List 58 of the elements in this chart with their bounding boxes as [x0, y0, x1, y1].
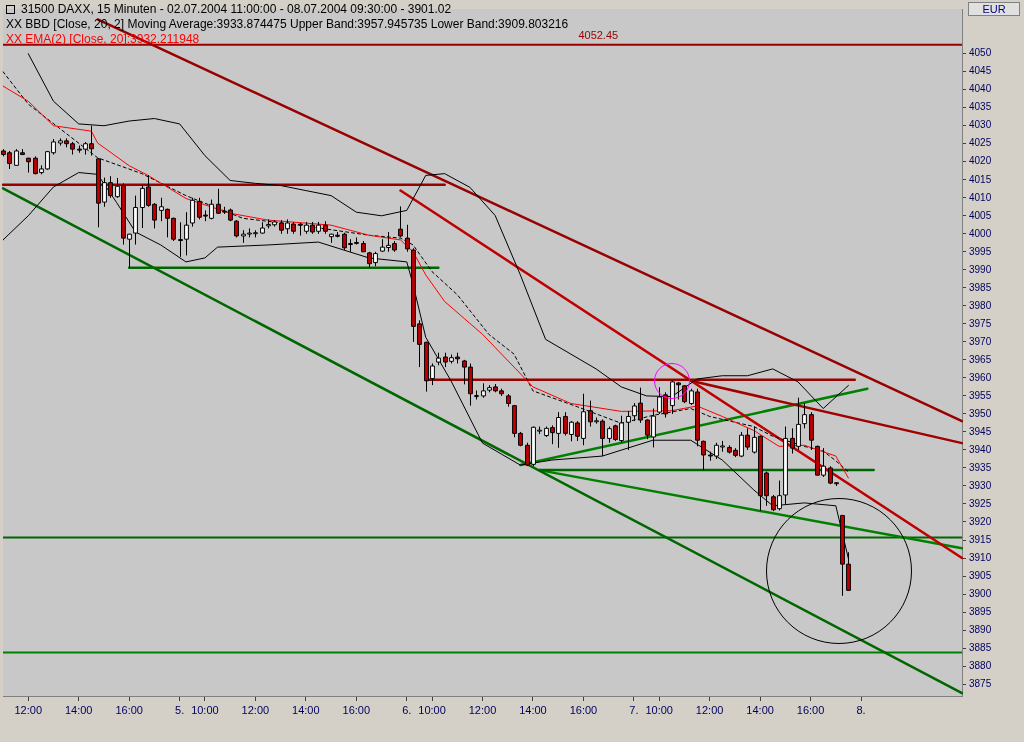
x-tick-label: 16:00	[115, 703, 143, 716]
y-tick-label: 4015	[969, 173, 992, 185]
y-tick-label: 3945	[969, 425, 992, 437]
y-tick-label: 3985	[969, 281, 992, 293]
y-tick-label: 3875	[969, 677, 992, 689]
x-tick-label: 16:00	[569, 703, 598, 716]
x-tick-label: 10:00	[418, 703, 446, 716]
y-tick-label: 3925	[969, 497, 992, 509]
y-tick-label: 3980	[969, 299, 992, 311]
y-tick-label: 3940	[969, 443, 992, 455]
y-tick-label: 3910	[969, 551, 992, 563]
y-tick-label: 4045	[969, 65, 992, 77]
y-tick-label: 3890	[969, 623, 992, 635]
x-tick-label: 5.	[175, 703, 185, 716]
x-tick-label: 6.	[402, 703, 412, 716]
y-tick-label: 4025	[969, 137, 992, 149]
ref-line-label: 4052.45	[578, 29, 619, 42]
x-tick-label: 14:00	[64, 703, 93, 716]
y-tick-label: 3990	[969, 263, 992, 275]
y-tick-label: 4030	[969, 119, 992, 131]
y-axis-title: EUR	[968, 2, 1020, 16]
x-tick-label: 14:00	[292, 703, 320, 716]
y-tick-label: 3905	[969, 569, 992, 581]
x-tick-label: 10:00	[645, 703, 673, 716]
y-tick-label: 3920	[969, 515, 992, 527]
x-tick-label: 12:00	[695, 703, 724, 716]
chart-title: 31500 DAXX, 15 Minuten - 02.07.2004 11:00:00 - 08.07.2004 09:30:00 - 3901.02	[20, 2, 453, 16]
x-tick-label: 12:00	[14, 703, 42, 716]
y-tick-label: 3880	[969, 659, 992, 671]
y-tick-label: 4020	[969, 155, 992, 167]
y-tick-label: 3970	[969, 335, 992, 347]
x-tick-label: 14:00	[519, 703, 547, 716]
x-tick-label: 16:00	[796, 703, 825, 716]
y-tick-label: 4035	[969, 101, 992, 113]
x-tick-label: 12:00	[468, 703, 497, 716]
y-tick-label: 3965	[969, 353, 992, 365]
x-tick-label: 14:00	[746, 703, 774, 716]
y-tick-label: 3995	[969, 245, 992, 257]
x-tick-label: 16:00	[342, 703, 371, 716]
y-tick-label: 3930	[969, 479, 992, 491]
y-tick-label: 3900	[969, 587, 992, 599]
y-tick-label: 3955	[969, 389, 992, 401]
y-tick-label: 4050	[969, 47, 992, 59]
x-tick-label: 8.	[856, 703, 866, 716]
x-tick-label: 10:00	[191, 703, 219, 716]
x-tick-label: 12:00	[241, 703, 270, 716]
y-tick-label: 3885	[969, 641, 992, 653]
y-tick-label: 4010	[969, 191, 992, 203]
y-tick-label: 3975	[969, 317, 992, 329]
y-tick-label: 3895	[969, 605, 992, 617]
y-tick-label: 3935	[969, 461, 992, 473]
y-tick-label: 4000	[969, 227, 992, 239]
y-tick-label: 4005	[969, 209, 992, 221]
x-tick-label: 7.	[629, 703, 639, 716]
y-tick-label: 3915	[969, 533, 992, 545]
y-tick-label: 3960	[969, 371, 992, 383]
y-tick-label: 3950	[969, 407, 992, 419]
y-tick-label: 4040	[969, 83, 992, 95]
